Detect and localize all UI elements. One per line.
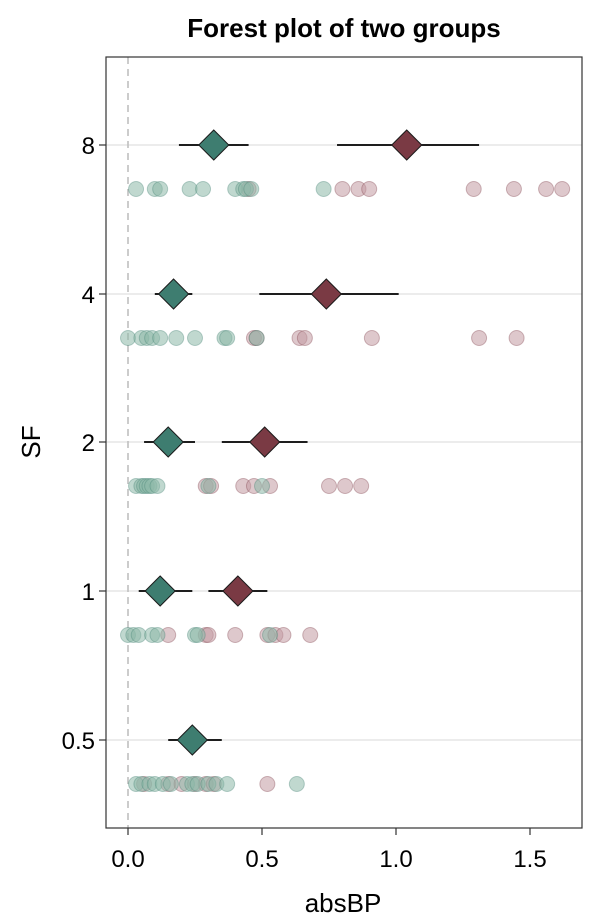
data-point — [219, 330, 236, 346]
data-point — [337, 478, 354, 494]
y-tick-label: 4 — [82, 282, 95, 309]
data-point — [189, 627, 206, 643]
data-point — [471, 330, 488, 346]
data-point — [162, 776, 179, 792]
data-point — [152, 181, 169, 197]
estimate-diamond — [144, 575, 176, 607]
data-point — [149, 478, 166, 494]
estimate-diamond — [176, 724, 209, 756]
y-tick-label: 0.5 — [62, 728, 95, 755]
data-point — [243, 181, 260, 197]
data-point — [254, 478, 270, 494]
data-point — [259, 776, 276, 792]
data-point — [130, 627, 147, 643]
data-point — [361, 181, 378, 197]
data-point — [334, 181, 351, 197]
estimate-diamond — [391, 129, 423, 161]
estimate-diamond — [310, 278, 343, 310]
data-point — [363, 330, 380, 346]
x-axis-title: absBP — [305, 888, 382, 918]
data-point — [353, 478, 370, 494]
estimates — [138, 129, 480, 756]
x-tick-label: 0.0 — [111, 846, 144, 873]
data-point — [275, 627, 292, 643]
data-point — [315, 181, 332, 197]
data-point — [554, 181, 571, 197]
estimate-diamond — [157, 278, 190, 310]
data-point — [321, 478, 337, 494]
data-point — [187, 330, 203, 346]
estimate-diamond — [222, 575, 254, 607]
y-tick-label: 2 — [82, 430, 95, 457]
data-point — [288, 776, 305, 792]
chart-title: Forest plot of two groups — [187, 13, 500, 43]
raw-points — [120, 181, 571, 792]
estimate-diamond — [248, 426, 281, 458]
data-point — [168, 330, 185, 346]
data-point — [508, 330, 525, 346]
y-tick-label: 8 — [82, 133, 95, 160]
data-point — [302, 627, 319, 643]
data-point — [248, 330, 265, 346]
estimate-diamond — [198, 129, 230, 161]
y-tick-label: 1 — [82, 579, 95, 606]
data-point — [538, 181, 555, 197]
data-point — [149, 627, 166, 643]
data-point — [296, 330, 313, 346]
data-point — [219, 776, 236, 792]
x-tick-label: 1.0 — [379, 846, 412, 873]
data-point — [262, 627, 279, 643]
data-point — [465, 181, 482, 197]
x-tick-label: 0.5 — [245, 846, 278, 873]
y-axis: 0.5 1 2 4 8 — [62, 133, 106, 755]
data-point — [195, 181, 212, 197]
data-point — [120, 330, 136, 346]
y-axis-title: SF — [16, 425, 46, 458]
data-point — [200, 478, 217, 494]
x-axis: 0.0 0.5 1.0 1.5 — [111, 828, 547, 873]
data-point — [128, 181, 145, 197]
data-point — [505, 181, 522, 197]
estimate-diamond — [152, 426, 184, 458]
data-point — [227, 627, 244, 643]
x-tick-label: 1.5 — [513, 846, 546, 873]
data-point — [181, 181, 198, 197]
data-point — [152, 330, 169, 346]
